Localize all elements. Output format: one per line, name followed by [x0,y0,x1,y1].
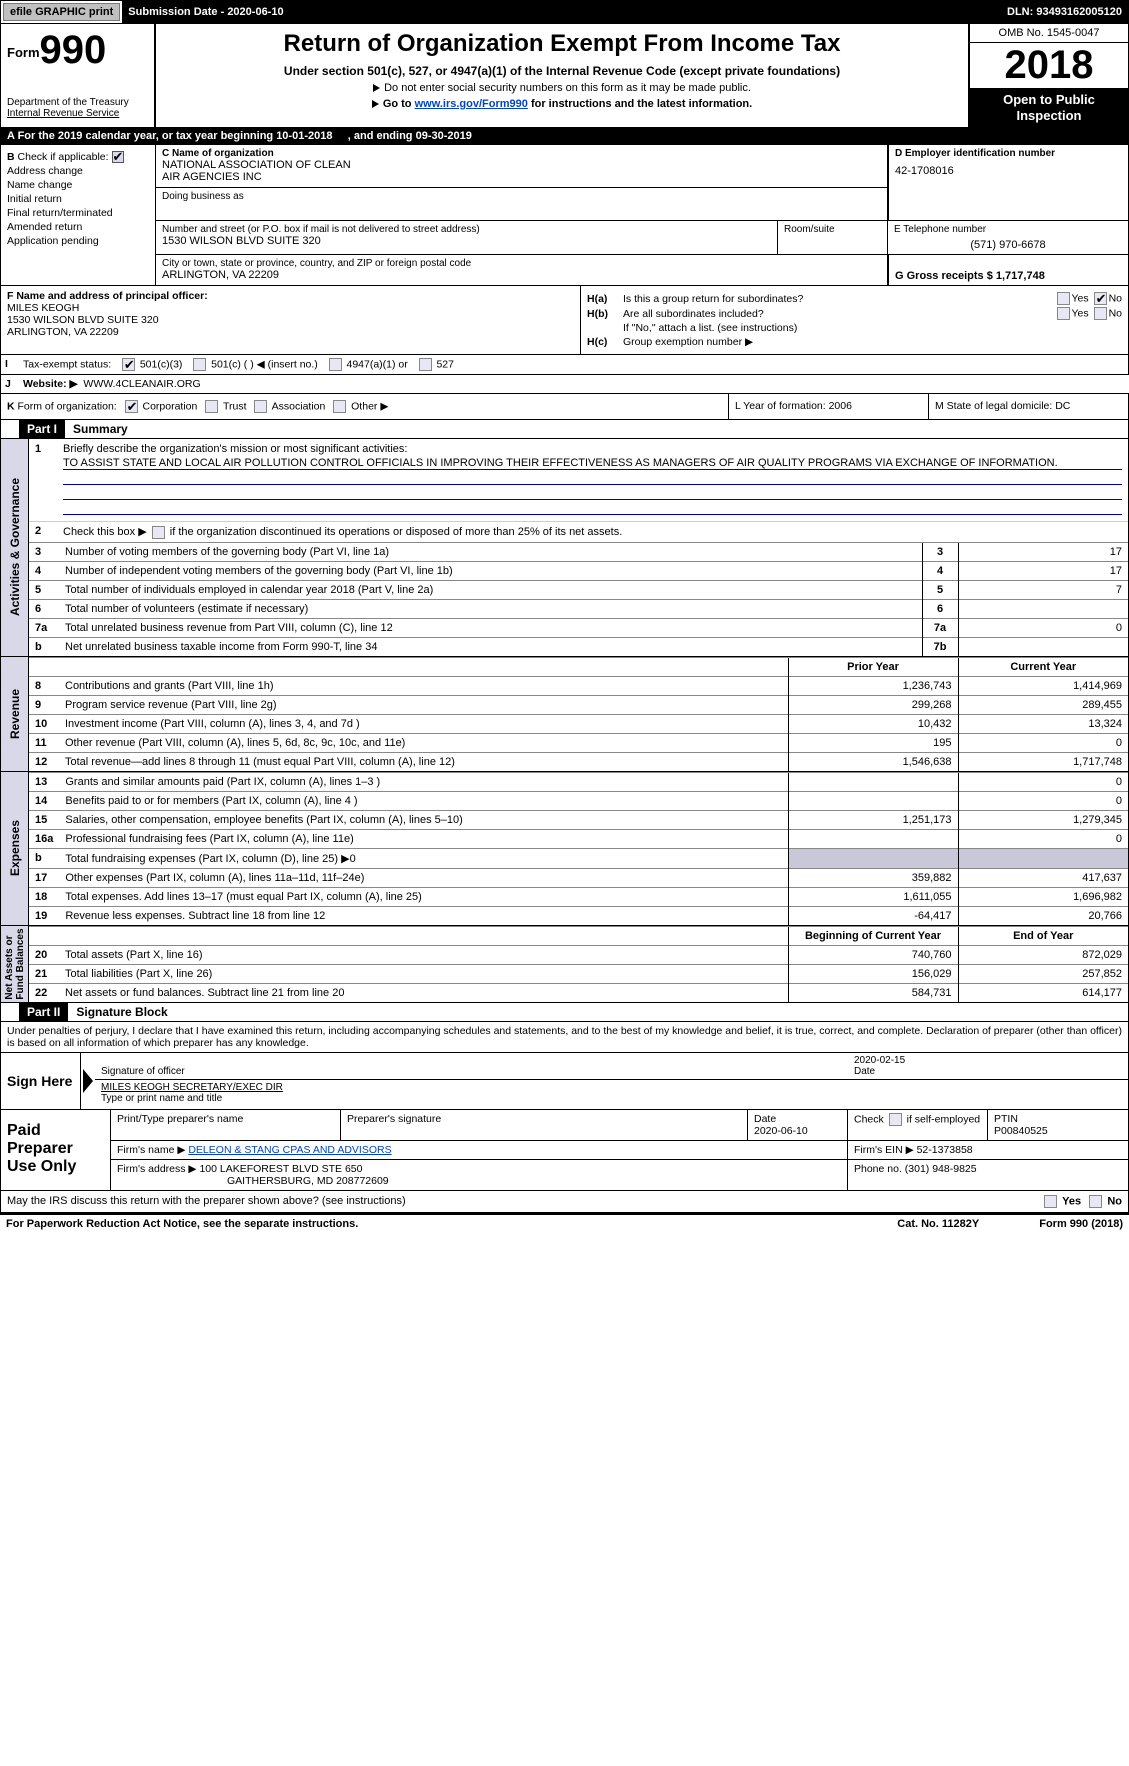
city-box: City or town, state or province, country… [156,255,888,285]
ha-yes-checkbox[interactable] [1057,292,1070,305]
form-of-org-row: K Form of organization: Corporation Trus… [0,394,1129,420]
org-name-box: C Name of organization NATIONAL ASSOCIAT… [156,145,888,220]
submission-date-label: Submission Date - 2020-06-10 [122,1,289,23]
form-subtitle: Under section 501(c), 527, or 4947(a)(1)… [162,64,962,78]
revenue-tab: Revenue [8,689,22,739]
officer-name-line: MILES KEOGH SECRETARY/EXEC DIRType or pr… [95,1080,1128,1106]
mission-text: TO ASSIST STATE AND LOCAL AIR POLLUTION … [63,457,1122,470]
address-change-label: Address change [7,165,149,177]
hb-no-checkbox[interactable] [1094,307,1107,320]
4947-checkbox[interactable] [329,358,342,371]
application-pending-label: Application pending [7,235,149,247]
form-header: Form990 Department of the Treasury Inter… [0,24,1129,128]
street-address-box: Number and street (or P.O. box if mail i… [156,221,778,254]
signature-date: 2020-02-15Date [848,1053,1128,1080]
expenses-section: Expenses 13Grants and similar amounts pa… [0,772,1129,926]
expenses-tab: Expenses [8,820,22,876]
net-assets-table: Beginning of Current YearEnd of Year 20T… [29,926,1128,1002]
discuss-no-checkbox[interactable] [1089,1195,1102,1208]
page-footer: For Paperwork Reduction Act Notice, see … [0,1213,1129,1233]
dln-label: DLN: 93493162005120 [1001,1,1128,23]
tax-exempt-status-row: I Tax-exempt status: 501(c)(3) 501(c) ( … [0,355,1129,375]
group-return-box: H(a)Is this a group return for subordina… [581,286,1128,354]
entity-info-block: B Check if applicable: Address change Na… [0,145,1129,286]
irs-gov-link[interactable]: www.irs.gov/Form990 [415,98,528,110]
form-title: Return of Organization Exempt From Incom… [162,30,962,58]
form-number: Form990 [7,28,148,73]
discontinued-checkbox[interactable] [152,526,165,539]
other-checkbox[interactable] [333,400,346,413]
tax-year: 2018 [970,43,1128,88]
efile-graphic-print-button[interactable]: efile GRAPHIC print [3,3,120,21]
preparer-name-cell: Print/Type preparer's name [111,1110,341,1140]
firm-name-link[interactable]: DELEON & STANG CPAS AND ADVISORS [188,1144,391,1156]
tax-year-range: A For the 2019 calendar year, or tax yea… [0,128,1129,145]
paid-preparer-block: Paid Preparer Use Only Print/Type prepar… [0,1110,1129,1191]
expenses-table: 13Grants and similar amounts paid (Part … [29,772,1128,925]
527-checkbox[interactable] [419,358,432,371]
activities-governance-tab: Activities & Governance [8,478,22,616]
section-b-checkboxes: B Check if applicable: Address change Na… [1,145,156,285]
applicable-checkbox[interactable] [112,151,124,163]
firm-ein-cell: Firm's EIN ▶ 52-1373858 [848,1141,1128,1159]
irs-label: Internal Revenue Service [7,108,148,119]
officer-signature-line: Signature of officer [95,1053,848,1080]
final-return-label: Final return/terminated [7,207,149,219]
corporation-checkbox[interactable] [125,400,138,413]
sign-arrow-icon [83,1069,93,1093]
discuss-yes-checkbox[interactable] [1044,1195,1057,1208]
self-employed-checkbox[interactable] [889,1113,902,1126]
officer-group-block: F Name and address of principal officer:… [0,286,1129,355]
net-assets-tab: Net Assets orFund Balances [4,928,26,999]
activities-governance-section: Activities & Governance 1Briefly describ… [0,439,1129,657]
instructions-link-row: Go to www.irs.gov/Form990 for instructio… [162,98,962,110]
amended-return-label: Amended return [7,221,149,233]
ein-box: D Employer identification number 42-1708… [888,145,1128,220]
firm-name-cell: Firm's name ▶ DELEON & STANG CPAS AND AD… [111,1141,848,1159]
state-domicile: M State of legal domicile: DC [928,394,1128,419]
ha-no-checkbox[interactable] [1094,292,1107,305]
501c3-checkbox[interactable] [122,358,135,371]
hb-yes-checkbox[interactable] [1057,307,1070,320]
revenue-section: Revenue Prior YearCurrent Year 8Contribu… [0,657,1129,772]
telephone-box: E Telephone number (571) 970-6678 [888,221,1128,254]
paid-preparer-label: Paid Preparer Use Only [1,1110,111,1190]
website-row: J Website: ▶ WWW.4CLEANAIR.ORG [0,375,1129,394]
self-employed-cell: Check if self-employed [848,1110,988,1140]
perjury-statement: Under penalties of perjury, I declare th… [0,1022,1129,1053]
ssn-warning: Do not enter social security numbers on … [162,82,962,94]
top-toolbar: efile GRAPHIC print Submission Date - 20… [0,0,1129,24]
revenue-table: Prior YearCurrent Year 8Contributions an… [29,657,1128,771]
omb-number: OMB No. 1545-0047 [970,24,1128,43]
dept-treasury: Department of the Treasury [7,97,148,108]
signature-block: Sign Here Signature of officer 2020-02-1… [0,1053,1129,1110]
open-to-public-badge: Open to Public Inspection [970,88,1128,127]
firm-phone-cell: Phone no. (301) 948-9825 [848,1160,1128,1190]
preparer-date-cell: Date2020-06-10 [748,1110,848,1140]
initial-return-label: Initial return [7,193,149,205]
part-i-header: Part I Summary [0,420,1129,439]
firm-address-cell: Firm's address ▶ 100 LAKEFOREST BLVD STE… [111,1160,848,1190]
governance-table: 3Number of voting members of the governi… [29,542,1128,656]
association-checkbox[interactable] [254,400,267,413]
ptin-cell: PTINP00840525 [988,1110,1128,1140]
sign-here-label: Sign Here [1,1053,81,1109]
gross-receipts-box: G Gross receipts $ 1,717,748 [888,255,1128,285]
501c-checkbox[interactable] [193,358,206,371]
year-formation: L Year of formation: 2006 [728,394,928,419]
part-ii-header: Part II Signature Block [0,1003,1129,1022]
room-suite-box: Room/suite [778,221,888,254]
trust-checkbox[interactable] [205,400,218,413]
preparer-sig-cell: Preparer's signature [341,1110,748,1140]
principal-officer-box: F Name and address of principal officer:… [1,286,581,354]
irs-discuss-row: May the IRS discuss this return with the… [0,1191,1129,1213]
net-assets-section: Net Assets orFund Balances Beginning of … [0,926,1129,1003]
name-change-label: Name change [7,179,149,191]
